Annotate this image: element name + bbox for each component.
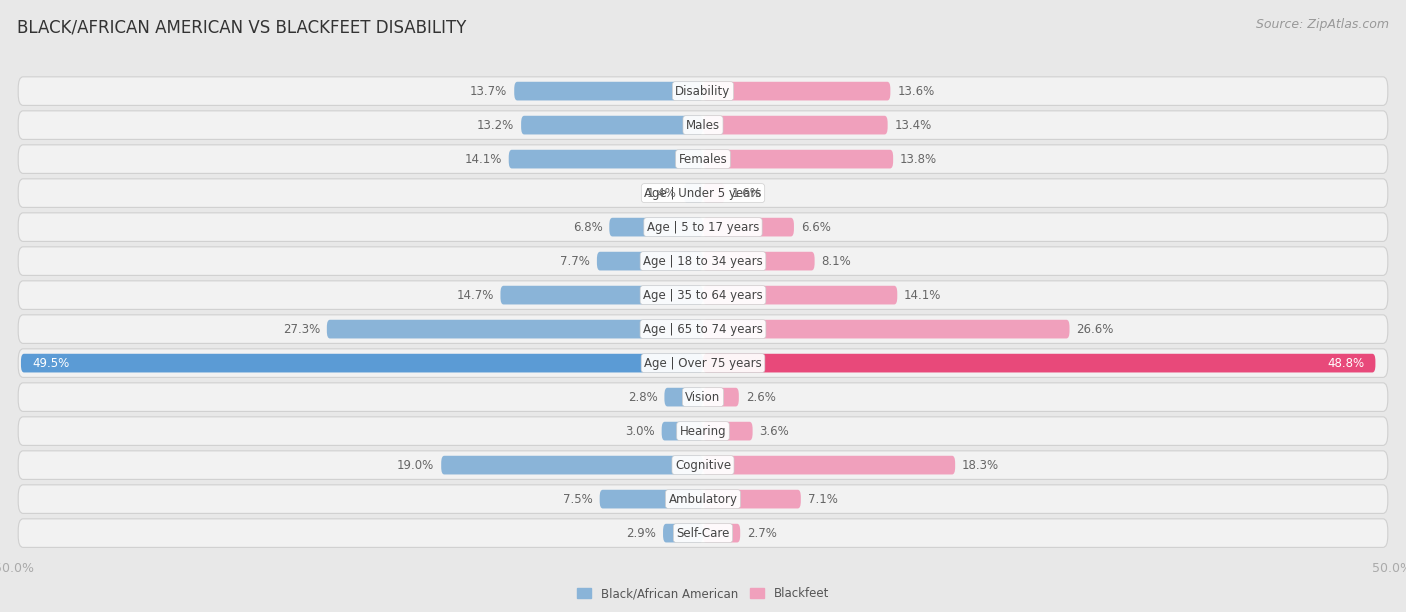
FancyBboxPatch shape <box>18 179 1388 207</box>
FancyBboxPatch shape <box>326 319 703 338</box>
Text: 7.5%: 7.5% <box>562 493 593 506</box>
FancyBboxPatch shape <box>18 519 1388 547</box>
FancyBboxPatch shape <box>609 218 703 236</box>
FancyBboxPatch shape <box>18 315 1388 343</box>
FancyBboxPatch shape <box>703 524 740 542</box>
FancyBboxPatch shape <box>703 252 814 271</box>
FancyBboxPatch shape <box>703 82 890 100</box>
FancyBboxPatch shape <box>703 286 897 304</box>
FancyBboxPatch shape <box>703 422 752 441</box>
Text: 14.7%: 14.7% <box>456 289 494 302</box>
Text: Cognitive: Cognitive <box>675 458 731 472</box>
FancyBboxPatch shape <box>665 388 703 406</box>
FancyBboxPatch shape <box>515 82 703 100</box>
Text: 13.4%: 13.4% <box>894 119 932 132</box>
Text: 7.1%: 7.1% <box>807 493 838 506</box>
Text: Age | 5 to 17 years: Age | 5 to 17 years <box>647 220 759 234</box>
FancyBboxPatch shape <box>683 184 703 203</box>
FancyBboxPatch shape <box>703 354 1375 373</box>
FancyBboxPatch shape <box>703 150 893 168</box>
Text: Age | Over 75 years: Age | Over 75 years <box>644 357 762 370</box>
Text: 14.1%: 14.1% <box>904 289 942 302</box>
Text: 13.2%: 13.2% <box>477 119 515 132</box>
Text: 49.5%: 49.5% <box>32 357 69 370</box>
FancyBboxPatch shape <box>18 213 1388 241</box>
Text: 1.4%: 1.4% <box>647 187 676 200</box>
FancyBboxPatch shape <box>18 383 1388 411</box>
Text: Hearing: Hearing <box>679 425 727 438</box>
Text: 13.6%: 13.6% <box>897 84 935 98</box>
Text: Source: ZipAtlas.com: Source: ZipAtlas.com <box>1256 18 1389 31</box>
FancyBboxPatch shape <box>703 388 738 406</box>
FancyBboxPatch shape <box>509 150 703 168</box>
FancyBboxPatch shape <box>18 417 1388 446</box>
FancyBboxPatch shape <box>664 524 703 542</box>
FancyBboxPatch shape <box>522 116 703 135</box>
Text: 26.6%: 26.6% <box>1077 323 1114 335</box>
Text: Ambulatory: Ambulatory <box>668 493 738 506</box>
FancyBboxPatch shape <box>703 218 794 236</box>
Text: Age | Under 5 years: Age | Under 5 years <box>644 187 762 200</box>
Text: Vision: Vision <box>685 390 721 404</box>
Text: 18.3%: 18.3% <box>962 458 1000 472</box>
Text: Disability: Disability <box>675 84 731 98</box>
Text: Age | 35 to 64 years: Age | 35 to 64 years <box>643 289 763 302</box>
FancyBboxPatch shape <box>18 451 1388 479</box>
Text: 13.8%: 13.8% <box>900 152 938 166</box>
FancyBboxPatch shape <box>598 252 703 271</box>
Text: 2.8%: 2.8% <box>628 390 658 404</box>
FancyBboxPatch shape <box>501 286 703 304</box>
Text: 7.7%: 7.7% <box>560 255 591 267</box>
FancyBboxPatch shape <box>18 349 1388 378</box>
FancyBboxPatch shape <box>703 490 801 509</box>
FancyBboxPatch shape <box>18 111 1388 140</box>
FancyBboxPatch shape <box>703 184 725 203</box>
Text: 2.9%: 2.9% <box>626 526 657 540</box>
FancyBboxPatch shape <box>18 281 1388 310</box>
FancyBboxPatch shape <box>21 354 703 373</box>
FancyBboxPatch shape <box>599 490 703 509</box>
FancyBboxPatch shape <box>441 456 703 474</box>
Text: Males: Males <box>686 119 720 132</box>
Text: 1.6%: 1.6% <box>733 187 762 200</box>
Text: BLACK/AFRICAN AMERICAN VS BLACKFEET DISABILITY: BLACK/AFRICAN AMERICAN VS BLACKFEET DISA… <box>17 18 467 36</box>
Text: Self-Care: Self-Care <box>676 526 730 540</box>
Text: 2.6%: 2.6% <box>745 390 776 404</box>
Text: 3.0%: 3.0% <box>626 425 655 438</box>
Text: 13.7%: 13.7% <box>470 84 508 98</box>
Text: 48.8%: 48.8% <box>1327 357 1364 370</box>
Text: 8.1%: 8.1% <box>821 255 851 267</box>
FancyBboxPatch shape <box>703 456 955 474</box>
FancyBboxPatch shape <box>18 77 1388 105</box>
FancyBboxPatch shape <box>703 116 887 135</box>
FancyBboxPatch shape <box>18 247 1388 275</box>
FancyBboxPatch shape <box>18 485 1388 513</box>
Text: 3.6%: 3.6% <box>759 425 789 438</box>
FancyBboxPatch shape <box>18 145 1388 173</box>
Text: 19.0%: 19.0% <box>396 458 434 472</box>
FancyBboxPatch shape <box>662 422 703 441</box>
Text: 6.8%: 6.8% <box>572 220 602 234</box>
Text: Females: Females <box>679 152 727 166</box>
Text: 14.1%: 14.1% <box>464 152 502 166</box>
Text: Age | 65 to 74 years: Age | 65 to 74 years <box>643 323 763 335</box>
Text: 6.6%: 6.6% <box>801 220 831 234</box>
Text: Age | 18 to 34 years: Age | 18 to 34 years <box>643 255 763 267</box>
FancyBboxPatch shape <box>703 319 1070 338</box>
Text: 2.7%: 2.7% <box>747 526 778 540</box>
Text: 27.3%: 27.3% <box>283 323 321 335</box>
Legend: Black/African American, Blackfeet: Black/African American, Blackfeet <box>572 583 834 605</box>
